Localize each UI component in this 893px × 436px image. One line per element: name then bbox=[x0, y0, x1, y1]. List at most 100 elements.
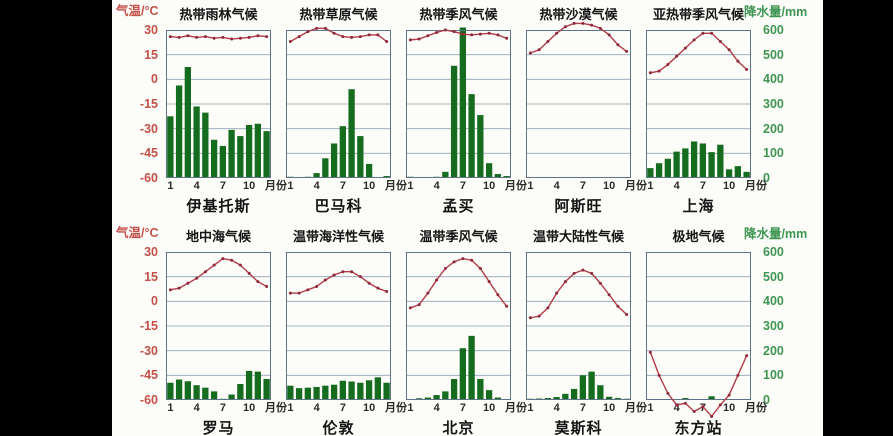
temperature-line bbox=[410, 257, 508, 309]
axis-tick: -60 bbox=[139, 170, 158, 185]
month-axis-unit: 月份 bbox=[625, 402, 647, 414]
climograph-mumbai: 热带季风气候 1 4 7 10 月份 孟买 bbox=[396, 6, 527, 216]
precip-bars bbox=[167, 370, 270, 400]
month-tick: 10 bbox=[723, 402, 736, 414]
month-tick: 7 bbox=[459, 180, 466, 192]
climograph-canvas bbox=[406, 252, 511, 400]
station-name: 巴马科 bbox=[314, 198, 363, 215]
temperature-points bbox=[408, 257, 509, 310]
temp-axis-ticks-row2: 30 15 0 -15 -30 -45 -60 bbox=[120, 246, 158, 406]
climograph-canvas bbox=[166, 30, 271, 178]
precip-bars bbox=[527, 371, 630, 400]
axis-tick: 200 bbox=[763, 343, 784, 358]
temperature-points bbox=[528, 21, 629, 55]
month-tick: 4 bbox=[553, 180, 560, 192]
temperature-line bbox=[530, 269, 628, 319]
chart-title: 热带雨林气候 bbox=[179, 7, 258, 22]
axis-tick: -30 bbox=[139, 121, 158, 136]
station-name: 莫斯科 bbox=[554, 420, 603, 436]
month-tick: 10 bbox=[363, 180, 376, 192]
climograph-moscow: 温带大陆性气候 1 4 7 10 月份 莫斯科 bbox=[516, 228, 647, 436]
month-tick: 10 bbox=[483, 180, 496, 192]
temp-axis-ticks-row1: 30 15 0 -15 -30 -45 -60 bbox=[120, 24, 158, 184]
chart-plot-area: 1 4 7 10 月份 bbox=[166, 30, 287, 192]
month-tick: 4 bbox=[433, 402, 440, 414]
chart-title: 极地气候 bbox=[672, 229, 725, 244]
month-tick: 1 bbox=[287, 180, 294, 192]
precip-axis-ticks-row1: 600 500 400 300 200 100 0 bbox=[763, 24, 801, 184]
month-tick: 1 bbox=[647, 180, 654, 192]
axis-tick: -15 bbox=[139, 96, 158, 111]
climograph-london: 温带海洋性气候 1 4 7 10 月份 伦敦 bbox=[276, 228, 407, 436]
month-tick: 10 bbox=[723, 180, 736, 192]
climograph-canvas bbox=[286, 26, 391, 178]
climograph-canvas bbox=[646, 252, 751, 418]
temperature-line bbox=[650, 32, 748, 74]
temperature-points bbox=[168, 257, 269, 292]
letterbox-right bbox=[823, 0, 893, 436]
axis-tick: 0 bbox=[763, 170, 770, 185]
month-tick: 10 bbox=[363, 402, 376, 414]
month-axis-unit: 月份 bbox=[625, 180, 647, 192]
axis-tick: 15 bbox=[144, 269, 158, 284]
axis-tick: -15 bbox=[139, 318, 158, 333]
temperature-points bbox=[168, 34, 269, 41]
month-tick: 4 bbox=[193, 402, 200, 414]
month-axis-unit: 月份 bbox=[385, 402, 407, 414]
axis-tick: 100 bbox=[763, 146, 784, 161]
axis-tick: 200 bbox=[763, 121, 784, 136]
month-axis-unit: 月份 bbox=[745, 402, 767, 414]
chart-plot-area: 1 4 7 10 月份 bbox=[526, 21, 647, 192]
month-axis-unit: 月份 bbox=[265, 402, 287, 414]
month-tick: 7 bbox=[219, 402, 226, 414]
climograph-shanghai: 亚热带季风气候 1 4 7 10 月份 上海 bbox=[636, 6, 767, 216]
temperature-points bbox=[648, 31, 749, 75]
month-tick: 7 bbox=[579, 402, 586, 414]
temperature-points bbox=[528, 268, 629, 320]
month-tick: 10 bbox=[603, 402, 616, 414]
axis-tick: 30 bbox=[144, 22, 158, 37]
month-axis-unit: 月份 bbox=[505, 402, 527, 414]
month-tick: 1 bbox=[527, 402, 534, 414]
chart-plot-area: 1 4 7 10 月份 bbox=[286, 26, 407, 192]
axis-tick: 400 bbox=[763, 72, 784, 87]
climograph-bamako: 热带草原气候 1 4 7 10 月份 巴马科 bbox=[276, 6, 407, 216]
chart-plot-area: 1 4 7 10 月份 bbox=[526, 252, 647, 414]
precip-bars bbox=[407, 27, 510, 179]
month-tick: 7 bbox=[339, 402, 346, 414]
chart-plot-area: 1 4 7 10 月份 bbox=[646, 30, 767, 192]
precip-axis-label-row1: 降水量/mm bbox=[744, 5, 808, 19]
station-name: 罗马 bbox=[202, 420, 235, 436]
precip-axis-label-row2: 降水量/mm bbox=[744, 227, 808, 241]
month-tick: 7 bbox=[459, 402, 466, 414]
axis-tick: 600 bbox=[763, 244, 784, 259]
month-tick: 1 bbox=[647, 402, 654, 414]
month-tick: 10 bbox=[243, 402, 256, 414]
axis-tick: 400 bbox=[763, 294, 784, 309]
temperature-points bbox=[288, 26, 389, 44]
month-tick: 1 bbox=[407, 180, 414, 192]
station-name: 上海 bbox=[682, 198, 715, 215]
precip-bars bbox=[287, 377, 390, 400]
station-name: 东方站 bbox=[674, 420, 723, 436]
month-tick: 1 bbox=[407, 402, 414, 414]
temperature-line bbox=[290, 271, 387, 294]
axis-tick: 500 bbox=[763, 47, 784, 62]
month-tick: 10 bbox=[243, 180, 256, 192]
climograph-iquitos: 热带雨林气候 1 4 7 10 月份 伊基托斯 bbox=[156, 6, 287, 216]
month-tick: 7 bbox=[339, 180, 346, 192]
precip-bars bbox=[647, 141, 750, 178]
temp-axis-label-row1: 气温/°C bbox=[116, 4, 159, 18]
chart-title: 热带季风气候 bbox=[419, 7, 498, 22]
month-tick: 7 bbox=[219, 180, 226, 192]
month-tick: 4 bbox=[193, 180, 200, 192]
month-tick: 4 bbox=[433, 180, 440, 192]
temperature-line bbox=[530, 22, 628, 54]
climograph-canvas bbox=[406, 27, 511, 179]
temperature-line bbox=[649, 352, 748, 418]
axis-tick: -30 bbox=[139, 343, 158, 358]
climograph-aswan: 热带沙漠气候 1 4 7 10 月份 阿斯旺 bbox=[516, 6, 647, 216]
axis-tick: -60 bbox=[139, 392, 158, 407]
month-tick: 7 bbox=[579, 180, 586, 192]
